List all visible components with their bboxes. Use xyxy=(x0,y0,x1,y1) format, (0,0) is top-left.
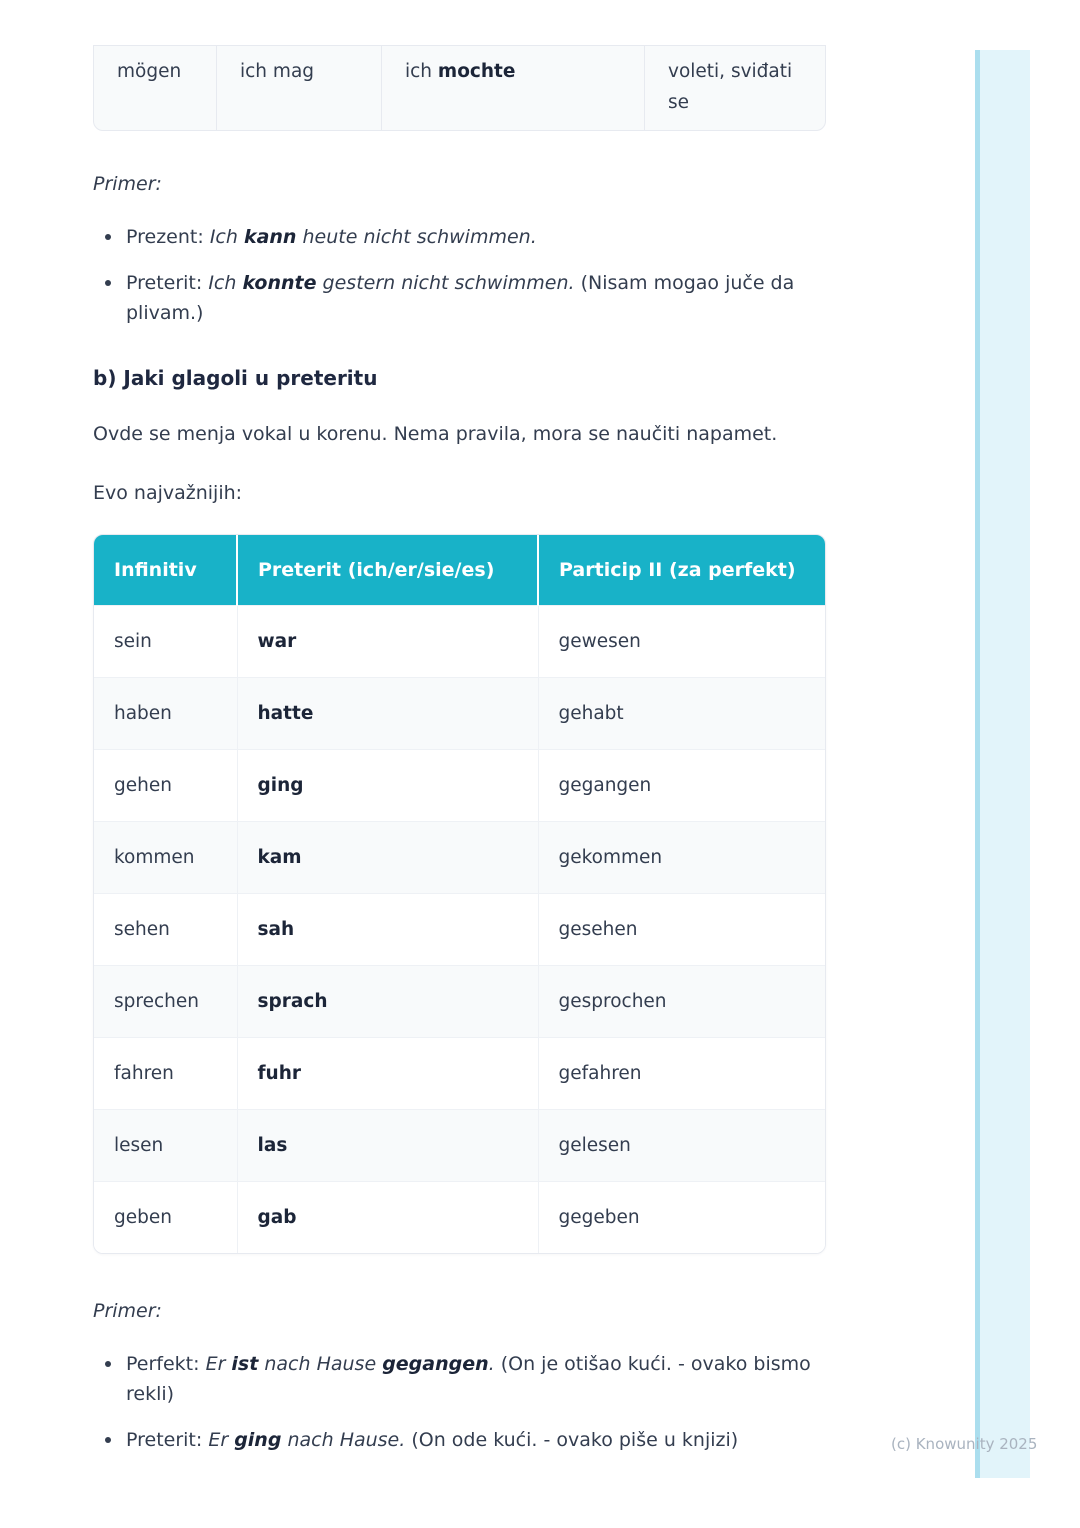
example-italic: Ich xyxy=(208,272,243,294)
cell-preterit: war xyxy=(236,604,538,677)
cell-particip: gehabt xyxy=(537,676,825,749)
example-bold-italic: kann xyxy=(243,226,297,248)
cell-infinitiv: sprechen xyxy=(94,964,237,1037)
example-prefix: Perfekt: xyxy=(126,1353,206,1375)
example-italic: gestern nicht schwimmen. xyxy=(316,272,575,294)
document-content: mögen ich mag ich mochte voleti, sviđati… xyxy=(93,45,826,1471)
cell-infinitiv: kommen xyxy=(94,820,237,893)
cell-particip: gesprochen xyxy=(537,964,825,1037)
cell-preterit: sprach xyxy=(236,964,538,1037)
example-italic: . xyxy=(488,1353,495,1375)
cell-preterit: ging xyxy=(236,748,538,821)
table-cell-infinitiv: mögen xyxy=(94,46,216,130)
example-italic: nach Hause. xyxy=(281,1429,406,1451)
table-cell-znacenje: voleti, sviđati se xyxy=(644,46,825,130)
column-header-infinitiv: Infinitiv xyxy=(94,535,237,605)
example-prefix: Prezent: xyxy=(126,226,210,248)
strong-verbs-table: Infinitiv Preterit (ich/er/sie/es) Parti… xyxy=(93,534,826,1254)
cell-preterit: las xyxy=(236,1108,538,1181)
examples-label: Primer: xyxy=(93,173,162,195)
table-cell-preterit: ich mochte xyxy=(381,46,644,130)
table-row: kommen kam gekommen xyxy=(94,820,825,893)
example-suffix: (On je otišao kući. - ovako bismo rekli) xyxy=(126,1353,811,1405)
example-italic: Ich xyxy=(209,226,244,248)
column-header-particip: Particip II (za perfekt) xyxy=(537,535,825,605)
example-italic: Er xyxy=(205,1353,232,1375)
example-prefix: Preterit: xyxy=(126,1429,209,1451)
table-row: sein war gewesen xyxy=(94,604,825,677)
examples-label: Primer: xyxy=(93,1300,162,1322)
cell-infinitiv: geben xyxy=(94,1180,237,1253)
cell-infinitiv: fahren xyxy=(94,1036,237,1109)
cell-particip: gegeben xyxy=(537,1180,825,1253)
example-bold-italic: konnte xyxy=(242,272,317,294)
table-row: gehen ging gegangen xyxy=(94,748,825,821)
cell-text: ich mag xyxy=(240,61,315,82)
table-header-row: Infinitiv Preterit (ich/er/sie/es) Parti… xyxy=(94,535,825,605)
list-item: Preterit: Ich konnte gestern nicht schwi… xyxy=(93,268,813,328)
example-italic: nach Hause xyxy=(258,1353,383,1375)
table-row: haben hatte gehabt xyxy=(94,676,825,749)
cell-preterit: gab xyxy=(236,1180,538,1253)
cell-text: mögen xyxy=(117,61,182,82)
cell-text: voleti, sviđati se xyxy=(668,61,793,113)
table-cell-prezent: ich mag xyxy=(216,46,381,130)
example-bold-italic: gegangen xyxy=(382,1353,489,1375)
cell-particip: gefahren xyxy=(537,1036,825,1109)
section-intro: Evo najvažnijih: xyxy=(93,482,243,504)
table-row: sprechen sprach gesprochen xyxy=(94,964,825,1037)
example-bold-italic: ging xyxy=(234,1429,282,1451)
cell-particip: gesehen xyxy=(537,892,825,965)
examples-list-1: Prezent: Ich kann heute nicht schwimmen.… xyxy=(93,222,826,328)
cell-infinitiv: sehen xyxy=(94,892,237,965)
example-suffix: (On ode kući. - ovako piše u knjizi) xyxy=(405,1429,739,1451)
cell-preterit: sah xyxy=(236,892,538,965)
cell-particip: gewesen xyxy=(537,604,825,677)
example-suffix: (Nisam mogao juče da plivam.) xyxy=(126,272,795,324)
cell-particip: gelesen xyxy=(537,1108,825,1181)
example-bold-italic: ist xyxy=(231,1353,259,1375)
list-item: Preterit: Er ging nach Hause. (On ode ku… xyxy=(93,1425,813,1455)
column-header-preterit: Preterit (ich/er/sie/es) xyxy=(236,535,538,605)
example-prefix: Preterit: xyxy=(126,272,209,294)
section-heading: b) Jaki glagoli u preteritu xyxy=(93,366,378,390)
table-row: lesen las gelesen xyxy=(94,1108,825,1181)
copyright-watermark: (c) Knowunity 2025 xyxy=(891,1435,1038,1453)
cell-particip: gekommen xyxy=(537,820,825,893)
cell-preterit: kam xyxy=(236,820,538,893)
list-item: Perfekt: Er ist nach Hause gegangen. (On… xyxy=(93,1349,813,1409)
cell-preterit: fuhr xyxy=(236,1036,538,1109)
section-paragraph: Ovde se menja vokal u korenu. Nema pravi… xyxy=(93,423,778,445)
cell-text: ich xyxy=(405,61,438,82)
examples-list-2: Perfekt: Er ist nach Hause gegangen. (On… xyxy=(93,1349,826,1455)
cell-particip: gegangen xyxy=(537,748,825,821)
cell-text-bold: mochte xyxy=(437,61,516,82)
page-highlight-bar xyxy=(975,50,1030,1478)
table-row: fahren fuhr gefahren xyxy=(94,1036,825,1109)
modal-verbs-table-partial: mögen ich mag ich mochte voleti, sviđati… xyxy=(93,45,826,131)
table-row: geben gab gegeben xyxy=(94,1180,825,1253)
cell-infinitiv: gehen xyxy=(94,748,237,821)
example-italic: Er xyxy=(208,1429,235,1451)
list-item: Prezent: Ich kann heute nicht schwimmen. xyxy=(93,222,813,252)
table-row: sehen sah gesehen xyxy=(94,892,825,965)
cell-infinitiv: haben xyxy=(94,676,237,749)
cell-preterit: hatte xyxy=(236,676,538,749)
cell-infinitiv: sein xyxy=(94,604,237,677)
example-italic: heute nicht schwimmen. xyxy=(296,226,537,248)
cell-infinitiv: lesen xyxy=(94,1108,237,1181)
